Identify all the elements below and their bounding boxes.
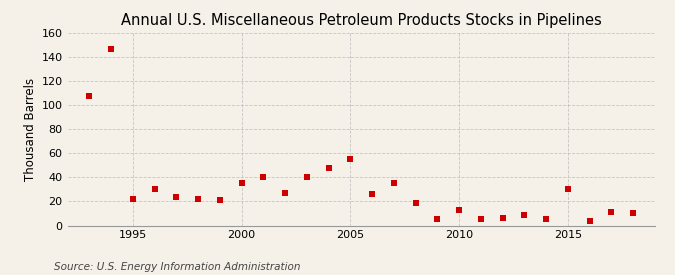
Point xyxy=(410,200,421,205)
Point xyxy=(519,213,530,217)
Point xyxy=(215,198,225,202)
Point xyxy=(562,187,573,192)
Point xyxy=(279,191,290,195)
Point xyxy=(584,218,595,223)
Point xyxy=(84,94,95,98)
Point xyxy=(171,194,182,199)
Point xyxy=(475,217,486,222)
Point xyxy=(454,208,464,212)
Point xyxy=(345,157,356,161)
Title: Annual U.S. Miscellaneous Petroleum Products Stocks in Pipelines: Annual U.S. Miscellaneous Petroleum Prod… xyxy=(121,13,601,28)
Point xyxy=(497,216,508,221)
Point xyxy=(388,181,399,186)
Point xyxy=(149,187,160,192)
Point xyxy=(323,166,334,170)
Point xyxy=(432,217,443,222)
Point xyxy=(628,211,639,216)
Point xyxy=(258,175,269,180)
Y-axis label: Thousand Barrels: Thousand Barrels xyxy=(24,78,37,181)
Point xyxy=(367,192,377,196)
Point xyxy=(105,46,116,51)
Point xyxy=(236,181,247,186)
Point xyxy=(606,210,617,214)
Point xyxy=(128,197,138,201)
Point xyxy=(301,175,312,180)
Point xyxy=(192,197,203,201)
Text: Source: U.S. Energy Information Administration: Source: U.S. Energy Information Administ… xyxy=(54,262,300,272)
Point xyxy=(541,217,551,222)
